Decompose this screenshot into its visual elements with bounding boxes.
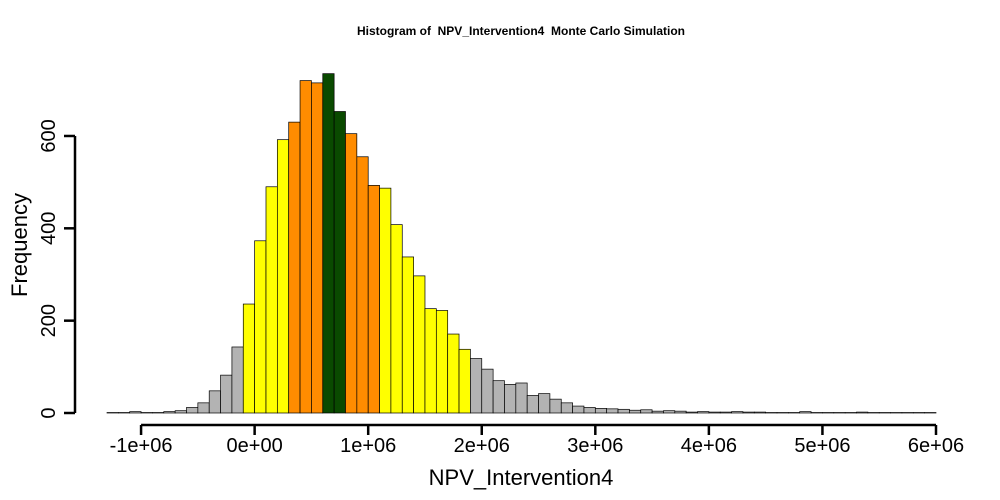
histogram-bar [685,411,698,414]
histogram-bar [367,185,380,414]
histogram-bar [481,368,494,414]
histogram-bar [276,139,290,414]
histogram-bar [333,111,346,414]
histogram-bar [345,133,358,414]
histogram-bar [742,411,755,414]
histogram-bar [356,156,369,414]
histogram-bar [163,411,176,414]
histogram-bar [549,398,562,414]
x-tick-label: -1e+06 [110,435,173,457]
histogram-bar [265,186,278,414]
histogram-bar [390,224,403,414]
histogram-bar [583,407,596,414]
histogram-bar [242,303,255,414]
histogram-bar [492,380,505,414]
x-tick-label: 1e+06 [340,435,396,457]
y-axis-label: Frequency [7,193,32,297]
chart-title: Histogram of NPV_Intervention4 Monte Car… [357,24,685,38]
histogram-bar [538,393,551,414]
histogram-bar [186,407,199,414]
y-tick-label: 200 [38,304,60,337]
histogram-bars [106,73,937,414]
x-tick-label: 5e+06 [794,435,850,457]
histogram-bar [311,82,324,414]
histogram-bar [640,409,653,414]
histogram-bar [674,410,687,414]
histogram-bar [719,411,732,414]
histogram-bar [731,411,744,414]
histogram-bar [697,411,710,414]
histogram-bar [197,402,210,414]
histogram-bar [413,275,426,414]
histogram-bar [470,358,483,414]
histogram-bar [526,395,539,414]
x-tick-label: 4e+06 [681,435,737,457]
histogram-bar [174,410,187,414]
histogram-bar [299,80,312,414]
histogram-bar [208,390,221,414]
x-tick-label: 6e+06 [908,435,964,457]
histogram-bar [753,411,767,414]
y-axis: 0 200 400 600 [38,119,77,419]
histogram-bar [856,411,869,414]
histogram-bar [447,333,460,414]
histogram-bar [435,310,449,414]
histogram-bar [379,187,392,414]
histogram-bar [708,411,721,414]
x-axis: -1e+06 0e+00 1e+06 2e+06 3e+06 4e+06 5e+06 6e+0… [110,423,964,457]
histogram-bar [572,405,585,414]
histogram-bar [515,382,528,414]
histogram-bar [129,411,142,414]
histogram-bar [322,73,335,414]
histogram-bar [594,408,608,414]
histogram-bar [799,411,812,414]
histogram-bar [254,240,267,414]
histogram-bar [606,408,619,414]
y-tick-label: 400 [38,212,60,245]
y-tick-label: 600 [38,119,60,152]
histogram-bar [288,121,301,414]
histogram-bar [401,256,414,414]
histogram-bar [617,408,630,414]
histogram-bar [663,410,676,414]
x-tick-label: 3e+06 [567,435,623,457]
histogram-bar [424,308,437,414]
histogram-bar [560,402,573,414]
y-tick-label: 0 [38,407,60,418]
x-tick-label: 0e+00 [227,435,283,457]
x-axis-label: NPV_Intervention4 [429,465,614,490]
histogram-bar [220,374,233,414]
histogram-bar [504,384,517,414]
x-tick-label: 2e+06 [454,435,510,457]
histogram-bar [651,410,664,414]
histogram-bar [231,346,244,414]
histogram-bar [458,348,471,414]
histogram-bar [629,409,642,414]
